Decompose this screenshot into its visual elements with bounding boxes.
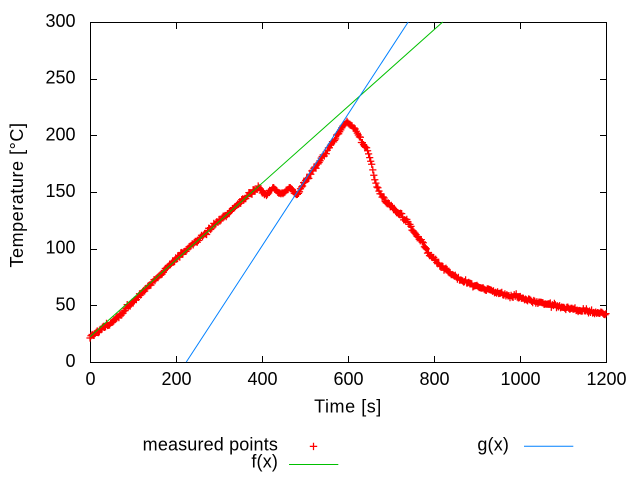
svg-text:600: 600 [333,369,363,389]
svg-text:50: 50 [55,294,75,314]
svg-text:100: 100 [45,238,75,258]
svg-text:g(x): g(x) [477,435,509,455]
svg-text:250: 250 [45,68,75,88]
svg-text:300: 300 [45,11,75,31]
svg-text:1200: 1200 [586,369,626,389]
svg-text:0: 0 [65,351,75,371]
svg-text:1000: 1000 [500,369,540,389]
svg-text:800: 800 [419,369,449,389]
svg-text:Temperature [°C]: Temperature [°C] [7,122,27,267]
svg-text:400: 400 [247,369,277,389]
svg-text:200: 200 [161,369,191,389]
svg-text:f(x): f(x) [251,452,278,472]
svg-text:0: 0 [85,369,95,389]
svg-text:200: 200 [45,124,75,144]
svg-text:150: 150 [45,181,75,201]
svg-text:measured points: measured points [143,435,278,455]
svg-text:Time [s]: Time [s] [314,397,382,417]
